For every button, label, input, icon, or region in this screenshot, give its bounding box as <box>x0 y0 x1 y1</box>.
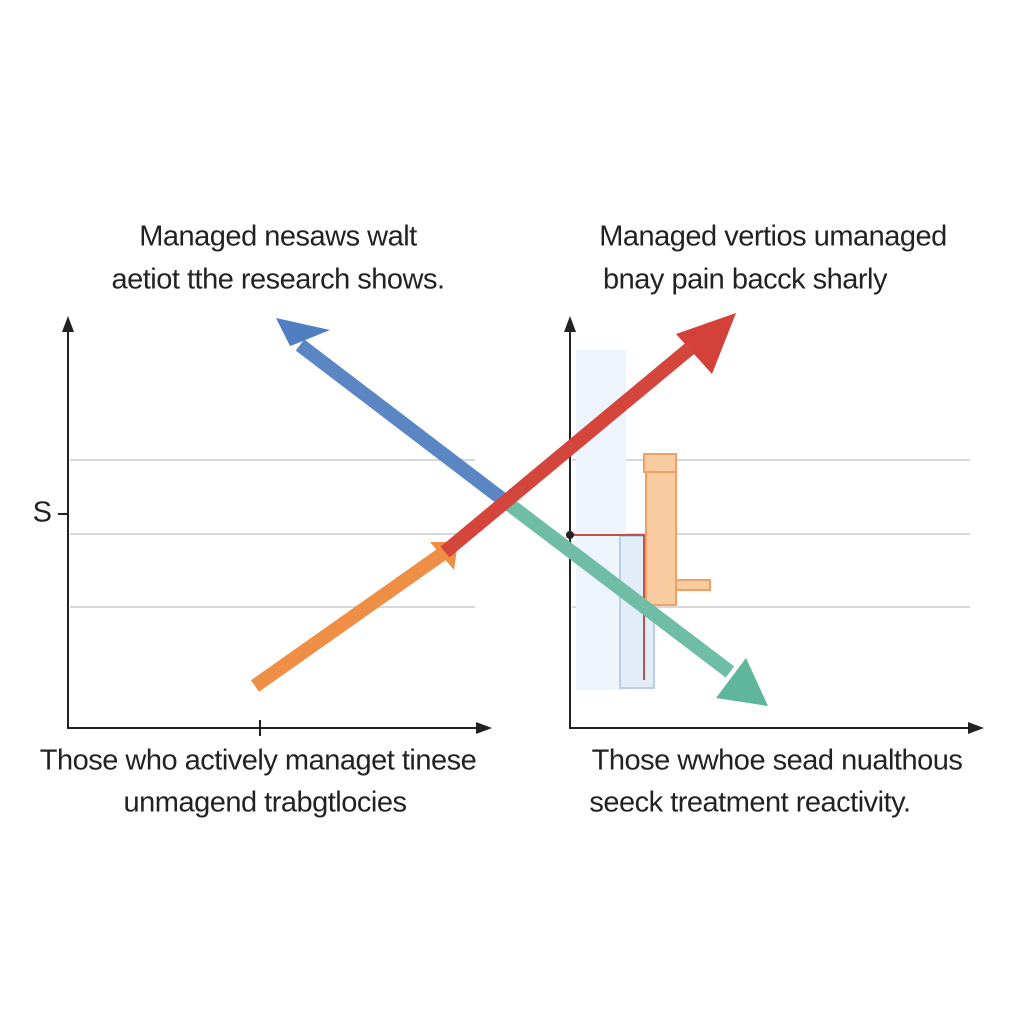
trend-arrows <box>250 313 768 706</box>
caption-line: seeck treatment reactivity. <box>589 787 910 819</box>
dot <box>566 531 574 539</box>
orange-bar <box>645 469 677 606</box>
title-line: aetiot tthe research shows. <box>111 264 444 296</box>
red-outline <box>570 534 645 680</box>
orange-arrow <box>250 546 450 692</box>
right-chart <box>564 316 984 734</box>
orange-cap <box>643 453 677 473</box>
axis-label: S <box>33 497 52 529</box>
axes <box>569 330 972 729</box>
title-line: bnay pain bacck sharly <box>603 264 888 296</box>
title-line: Managed vertios umanaged <box>599 221 947 253</box>
teal-arrowhead <box>716 658 768 706</box>
caption-line: Those wwhoe sead nualthous <box>592 745 963 777</box>
orange-tab <box>675 579 711 591</box>
title-line: Managed nesaws walt <box>139 221 417 253</box>
left-chart: S <box>33 316 492 736</box>
axes <box>67 330 482 729</box>
blue-arrow <box>295 339 515 511</box>
blue-arrowhead <box>276 318 330 346</box>
red-arrowhead <box>676 313 736 374</box>
caption-line: unmagend trabgtlocies <box>124 787 407 819</box>
caption-line: Those who actively managet tinese <box>40 745 476 777</box>
red-arrow <box>440 334 705 558</box>
teal-arrow <box>505 499 735 678</box>
